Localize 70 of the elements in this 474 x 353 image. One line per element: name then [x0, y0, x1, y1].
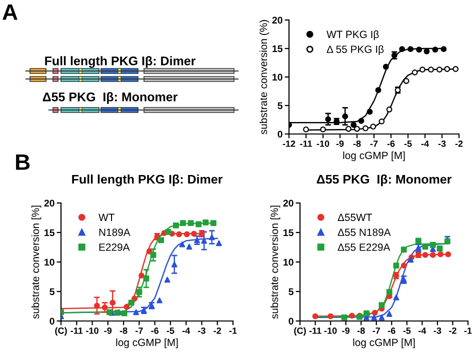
- legend-label: Δ55 N189A: [338, 228, 391, 236]
- legend-label: WT: [98, 214, 114, 221]
- y-axis-title: substrate conversion [%]: [31, 206, 42, 319]
- x-tick-label: -8: [353, 140, 361, 147]
- y-tick-label: 15: [44, 229, 54, 236]
- x-tick-label: -11: [300, 140, 312, 147]
- x-tick-label: -4: [421, 140, 429, 147]
- x-tick-label: -7: [372, 328, 380, 334]
- x-tick-label: -9: [336, 140, 344, 147]
- x-tick-label: -10: [316, 140, 330, 147]
- x-tick-label: -2: [455, 140, 463, 147]
- x-tick-label: -3: [198, 327, 206, 334]
- x-tick-label: -9: [342, 327, 350, 334]
- y-tick-label: 0: [278, 130, 282, 138]
- legend-label: WT PKG Iβ: [326, 30, 379, 40]
- x-tick-label: -12: [282, 140, 296, 147]
- legend-label: Δ55WT: [338, 214, 372, 222]
- x-tick-label: -4: [418, 328, 426, 334]
- x-tick-label: -5: [403, 328, 411, 334]
- x-tick-label: -3: [438, 140, 446, 147]
- x-axis-title: log cGMP [M]: [353, 338, 415, 348]
- y-axis-title: substrate conversion (%): [259, 20, 270, 134]
- legend-label: Δ55 E229A: [338, 244, 390, 251]
- x-tick-label: -6: [387, 140, 395, 147]
- x-tick-label: -2: [449, 327, 456, 334]
- x-tick-label: -6: [151, 327, 159, 334]
- y-tick-label: 20: [283, 200, 294, 207]
- text: Full length PKG Iβ: Dimer: [45, 56, 196, 68]
- x-tick-label: -10: [324, 327, 337, 334]
- chart-title: Full length PKG Iβ: Dimer: [72, 174, 223, 186]
- x-tick-label: (C): [55, 327, 67, 336]
- legend-label: Δ 55 PKG Iβ: [326, 45, 384, 56]
- x-tick-label: -11: [70, 328, 83, 334]
- x-tick-label: -7: [370, 140, 378, 147]
- x-tick-label: -1: [229, 328, 237, 334]
- x-tick-label: -4: [182, 328, 190, 334]
- y-tick-label: 10: [272, 74, 282, 81]
- y-tick-label: 0: [50, 318, 54, 325]
- chart-title: Δ55 PKG Iβ: Monomer: [316, 174, 452, 186]
- x-tick-label: (C): [294, 327, 306, 336]
- y-tick-label: 5: [278, 102, 282, 110]
- x-tick-label: -8: [357, 327, 365, 334]
- x-tick-label: -11: [309, 328, 322, 334]
- x-tick-label: -3: [434, 327, 442, 334]
- x-tick-label: -2: [214, 327, 222, 334]
- legend-label: E229A: [99, 244, 130, 251]
- legend-label: N189A: [99, 228, 130, 236]
- x-tick-label: -6: [388, 327, 396, 334]
- y-tick-label: 0: [288, 318, 294, 325]
- x-tick-label: -9: [104, 327, 112, 334]
- x-axis-title: log cGMP [M]: [343, 151, 405, 162]
- y-tick-label: 20: [272, 16, 282, 24]
- y-axis-title: substrate conversion [%]: [270, 206, 280, 319]
- x-tick-label: -5: [166, 328, 174, 334]
- x-tick-label: -10: [86, 327, 98, 334]
- x-tick-label: -7: [136, 328, 143, 334]
- x-axis-title: log cGMP [M]: [116, 338, 178, 348]
- y-tick-label: 10: [284, 258, 294, 266]
- y-tick-label: 15: [272, 45, 282, 52]
- text: Δ55 PKG Iβ: Monomer: [42, 92, 178, 104]
- x-tick-label: -5: [404, 140, 412, 147]
- y-tick-label: 15: [284, 229, 294, 236]
- y-tick-label: 10: [44, 258, 54, 266]
- text: B: [16, 154, 30, 170]
- text: A: [2, 4, 18, 20]
- y-tick-label: 5: [288, 288, 294, 296]
- x-tick-label: -8: [120, 327, 128, 334]
- x-tick-label: -1: [464, 328, 472, 334]
- y-tick-label: 5: [50, 288, 54, 296]
- y-tick-label: 20: [44, 200, 54, 207]
